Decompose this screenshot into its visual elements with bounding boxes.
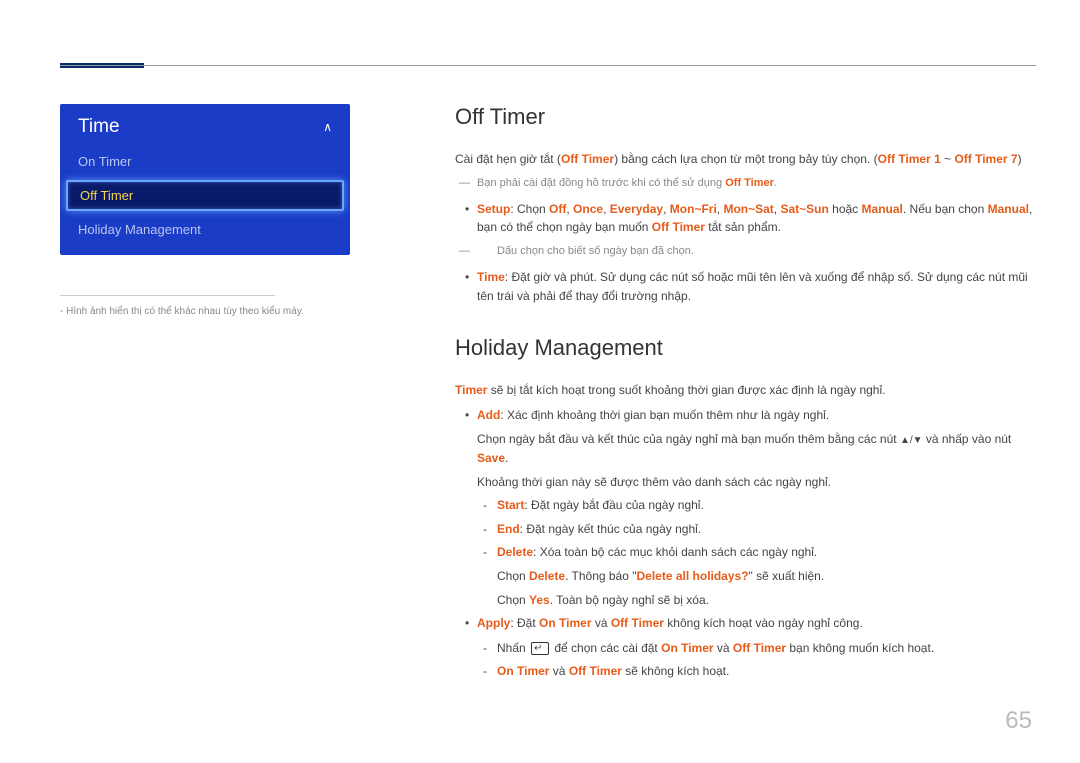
- delete-line3: Chọn Yes. Toàn bộ ngày nghỉ sẽ bị xóa.: [455, 591, 1035, 610]
- apply-bullet: Apply: Đặt On Timer và Off Timer không k…: [455, 614, 1035, 633]
- heading-holiday: Holiday Management: [455, 331, 1035, 365]
- menu-item-off-timer[interactable]: Off Timer: [66, 180, 344, 211]
- time-bullet: Time: Đặt giờ và phút. Sử dụng các nút s…: [455, 268, 1035, 305]
- add-line2: Chọn ngày bắt đầu và kết thúc của ngày n…: [455, 430, 1035, 467]
- panel-title: Time: [78, 116, 120, 138]
- enter-icon: [531, 642, 549, 655]
- off-timer-intro: Cài đặt hẹn giờ tắt (Off Timer) bằng các…: [455, 150, 1035, 169]
- panel-header[interactable]: Time ∧: [60, 104, 350, 146]
- time-menu-panel: Time ∧ On Timer Off Timer Holiday Manage…: [60, 104, 350, 255]
- sidebar: Time ∧ On Timer Off Timer Holiday Manage…: [60, 104, 350, 317]
- menu-item-holiday[interactable]: Holiday Management: [60, 214, 350, 245]
- clock-note: Bạn phải cài đặt đồng hồ trước khi có th…: [455, 175, 1035, 192]
- main-content: Off Timer Cài đặt hẹn giờ tắt (Off Timer…: [455, 100, 1035, 686]
- menu-item-on-timer[interactable]: On Timer: [60, 146, 350, 177]
- chevron-up-icon: ∧: [323, 120, 332, 134]
- page-number: 65: [1005, 707, 1032, 735]
- up-down-icon: ▲/▼: [900, 433, 923, 449]
- add-bullet: Add: Xác định khoảng thời gian bạn muốn …: [455, 406, 1035, 425]
- sidebar-divider: [60, 295, 275, 296]
- sidebar-note: - Hình ảnh hiển thị có thể khác nhau tùy…: [60, 306, 350, 317]
- delete-item: Delete: Xóa toàn bộ các mục khỏi danh sá…: [455, 543, 1035, 562]
- apply-sub2: On Timer và Off Timer sẽ không kích hoạt…: [455, 662, 1035, 681]
- add-line3: Khoảng thời gian này sẽ được thêm vào da…: [455, 473, 1035, 492]
- holiday-intro: Timer sẽ bị tắt kích hoạt trong suốt kho…: [455, 381, 1035, 400]
- start-item: Start: Đặt ngày bắt đầu của ngày nghỉ.: [455, 496, 1035, 515]
- heading-off-timer: Off Timer: [455, 100, 1035, 134]
- apply-sub1: Nhấn để chọn các cài đặt On Timer và Off…: [455, 639, 1035, 658]
- delete-line2: Chọn Delete. Thông báo "Delete all holid…: [455, 567, 1035, 586]
- setup-bullet: Setup: Chọn Off, Once, Everyday, Mon~Fri…: [455, 200, 1035, 237]
- setup-subnote: Dấu chọn cho biết số ngày bạn đã chọn.: [455, 243, 1035, 260]
- header-divider: [60, 65, 1036, 66]
- end-item: End: Đặt ngày kết thúc của ngày nghỉ.: [455, 520, 1035, 539]
